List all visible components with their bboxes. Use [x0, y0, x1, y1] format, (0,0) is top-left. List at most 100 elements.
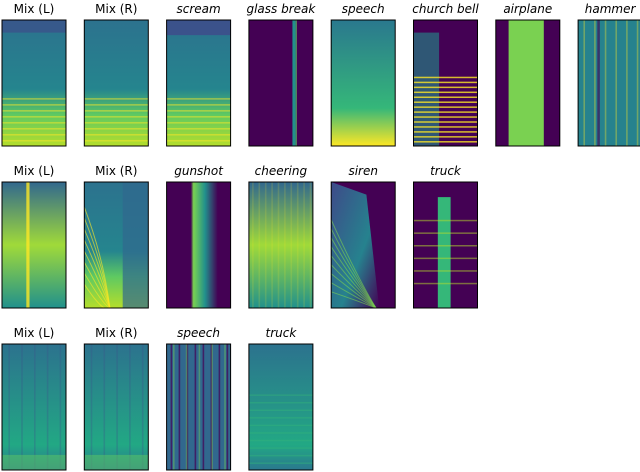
texture: [248, 394, 313, 396]
texture: [84, 128, 149, 130]
panel-frame: [83, 19, 149, 147]
texture: [84, 20, 149, 146]
texture: [84, 344, 149, 470]
texture: [166, 20, 231, 146]
panel-frame: [495, 19, 561, 147]
spectrogram: [248, 182, 313, 308]
texture: [84, 140, 149, 142]
texture: [2, 122, 66, 124]
spectrogram: [2, 344, 66, 470]
spectrogram: [2, 182, 66, 308]
texture: [248, 401, 313, 404]
spectrogram: [84, 20, 149, 146]
texture: [166, 134, 231, 136]
texture: [248, 424, 313, 427]
texture: [122, 182, 149, 308]
panel-frame: [330, 181, 396, 309]
texture: [2, 116, 66, 118]
texture: [46, 344, 49, 470]
panel-frame: [413, 19, 478, 147]
texture: [186, 344, 189, 470]
spectrogram: [166, 182, 231, 308]
texture: [413, 121, 478, 123]
texture: [2, 344, 66, 470]
texture: [413, 96, 478, 99]
texture: [166, 122, 231, 124]
texture: [583, 20, 586, 146]
texture: [218, 344, 221, 470]
panel-title: gunshot: [174, 164, 224, 178]
panel-title: siren: [348, 164, 378, 178]
texture: [178, 344, 181, 470]
texture: [277, 182, 280, 308]
panel-title: airplane: [503, 2, 552, 16]
texture: [116, 344, 118, 470]
texture: [413, 106, 478, 108]
texture: [604, 20, 607, 146]
texture: [271, 182, 273, 308]
panel-title: truck: [430, 164, 462, 178]
spectrogram: [166, 20, 231, 146]
texture: [141, 344, 144, 470]
texture: [84, 116, 149, 118]
texture: [226, 344, 229, 470]
texture: [413, 219, 478, 222]
texture: [284, 182, 286, 308]
texture: [413, 245, 478, 247]
spectrogram: [331, 20, 396, 146]
texture: [166, 104, 231, 106]
texture: [166, 128, 231, 130]
texture: [129, 344, 131, 470]
texture: [8, 344, 10, 470]
texture: [26, 182, 30, 308]
panel-frame: [1, 181, 67, 309]
texture: [252, 182, 254, 308]
texture: [166, 140, 231, 142]
panel-frame: [166, 181, 232, 309]
texture: [2, 110, 66, 112]
texture: [413, 111, 478, 113]
texture: [413, 101, 478, 103]
texture: [84, 272, 111, 308]
panel-frame: [1, 19, 67, 147]
texture: [2, 98, 66, 100]
panel-frame: [1, 343, 67, 471]
texture: [508, 20, 544, 146]
spectrogram: [413, 182, 478, 308]
panel-title: speech: [177, 326, 220, 340]
panel-title: glass break: [246, 2, 316, 16]
texture: [173, 344, 175, 470]
spectrogram: [248, 344, 313, 470]
texture: [292, 20, 296, 146]
texture: [248, 344, 313, 470]
spectrogram: [84, 344, 149, 470]
texture: [258, 182, 261, 308]
texture: [248, 447, 313, 449]
texture: [248, 409, 313, 412]
panel-frame: [166, 343, 232, 471]
texture: [413, 91, 478, 94]
texture: [413, 126, 478, 128]
panel-title: Mix (L): [14, 326, 55, 340]
panel-frame: [248, 181, 314, 309]
texture: [2, 140, 66, 142]
texture: [248, 20, 313, 146]
spectrogram: [166, 344, 231, 470]
texture: [2, 20, 66, 33]
texture: [210, 344, 213, 470]
panel-frame: [248, 19, 314, 147]
spectrogram: [578, 20, 640, 146]
texture: [2, 182, 66, 308]
texture: [211, 344, 213, 470]
texture: [84, 110, 149, 112]
panel-frame: [248, 343, 314, 471]
texture: [166, 182, 231, 308]
texture: [198, 344, 201, 470]
texture: [296, 182, 299, 308]
spectrogram: [2, 20, 66, 146]
texture: [413, 257, 478, 260]
panel-frame: [83, 181, 149, 309]
texture: [84, 134, 149, 136]
texture: [2, 104, 66, 106]
